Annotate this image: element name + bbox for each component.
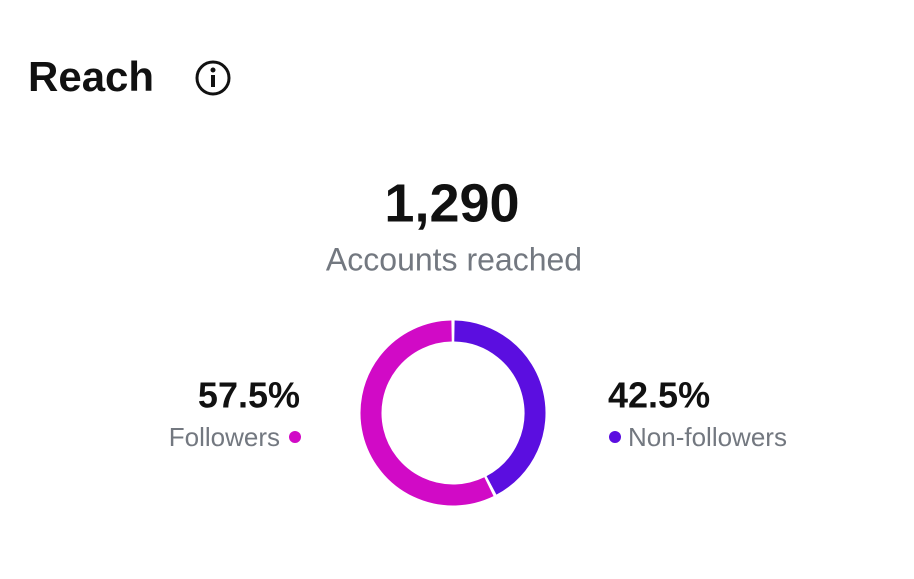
value-label: 57.5% [198, 375, 300, 416]
card-title: Reach [28, 53, 154, 100]
legend-dot [289, 431, 301, 443]
legend-label: Non-followers [628, 422, 787, 452]
headline-caption: Accounts reached [326, 241, 582, 277]
headline: 1,290 [384, 173, 519, 233]
donut-segment [453, 320, 546, 495]
legend-label: Followers [169, 422, 280, 452]
value-label: 42.5% [608, 375, 710, 416]
legend-dot [609, 431, 621, 443]
info-icon[interactable] [195, 60, 231, 96]
donut-segment [360, 320, 494, 506]
